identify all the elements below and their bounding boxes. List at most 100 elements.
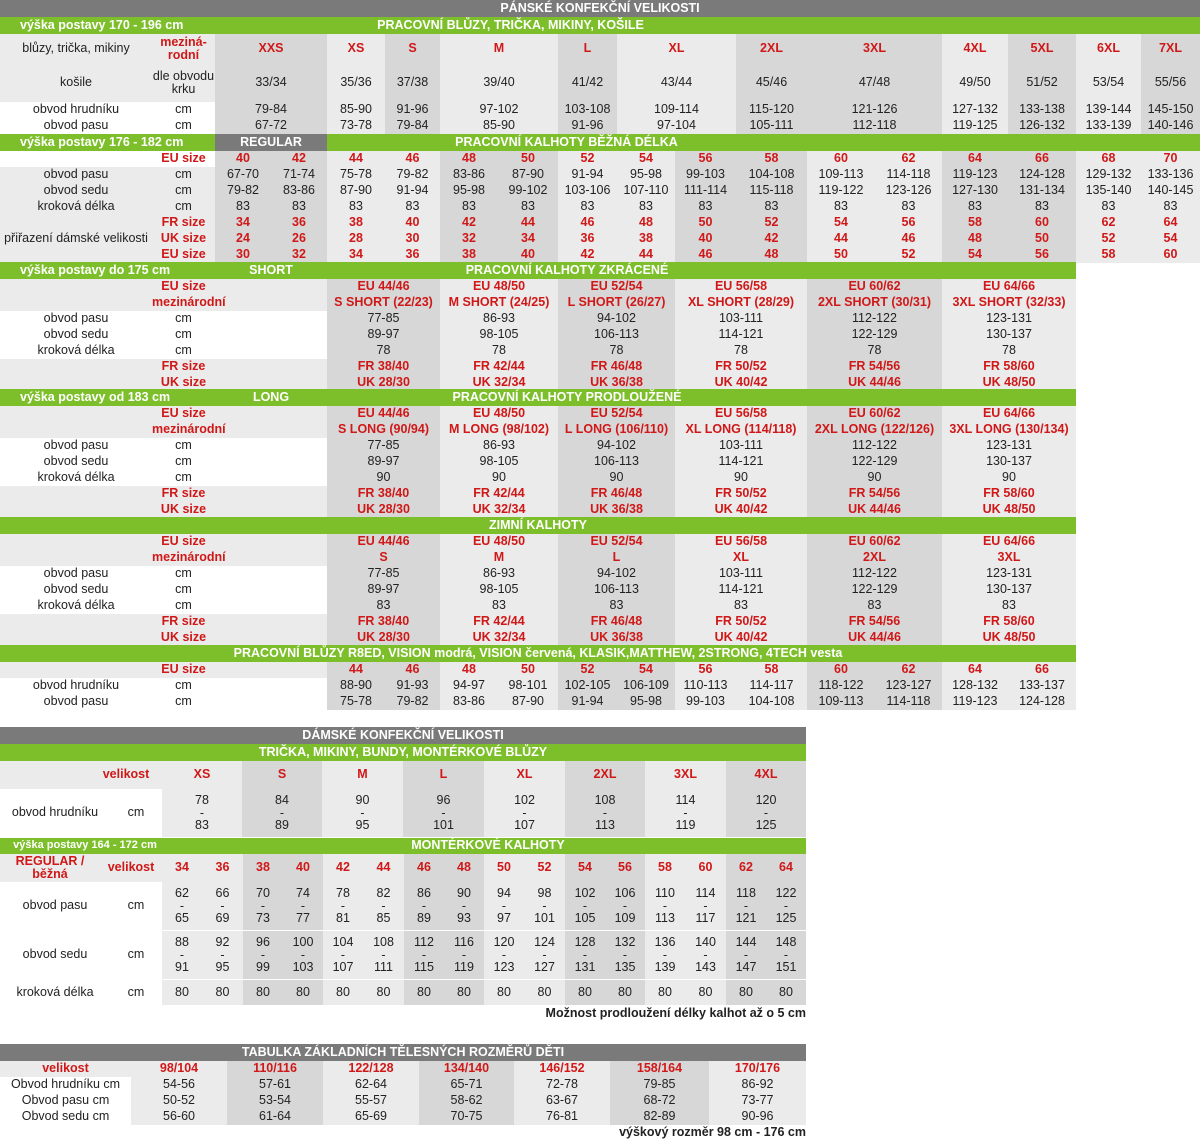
value-cell: 76-81 (514, 1109, 610, 1125)
value-cell: 123-127 (875, 678, 942, 694)
value-cell: 102-105 (558, 678, 617, 694)
value-part: - (743, 898, 749, 913)
green-bar (806, 17, 1200, 34)
value-part: 125 (775, 911, 797, 926)
value-part: 135 (614, 960, 636, 975)
value-cell: 54 (807, 215, 875, 231)
value-cell: 56 (875, 215, 942, 231)
value-part: 99 (256, 960, 270, 975)
value-part: - (179, 898, 185, 913)
value-cell: 83-86 (440, 694, 498, 710)
value-cell: 54 (1141, 231, 1200, 247)
size-header: 6XL (1076, 34, 1141, 64)
fit-label: LONG (252, 389, 290, 404)
green-bar (0, 517, 1076, 534)
size-header: EU 56/58 (675, 279, 807, 295)
value-part: 119 (454, 960, 474, 975)
collar-value: 41/42 (558, 64, 617, 102)
intl-label: mezinárodní (152, 295, 226, 310)
section-title: ZIMNÍ KALHOTY (489, 517, 587, 532)
size-header: EU 52/54 (558, 534, 675, 550)
value-part: - (522, 805, 527, 820)
section-title: PRACOVNÍ BLŮZY, TRIČKA, MIKINY, KOŠILE (377, 17, 644, 32)
size-header: 68 (1076, 151, 1141, 167)
row-label: obvod pasu (43, 694, 109, 709)
value-part: 113 (595, 818, 615, 833)
value-cell: 122-129 (807, 327, 942, 343)
value-cell: 133-138 (1008, 102, 1076, 118)
intl-size: L SHORT (26/27) (558, 295, 675, 311)
value-cell: 106-113 (558, 454, 675, 470)
value-cell: 38 (327, 215, 385, 231)
value-part: 144 (735, 935, 757, 950)
size-header: 60 (685, 854, 726, 882)
value-cell: 50 (807, 247, 875, 263)
value-part: 107 (332, 960, 354, 975)
value-cell: FR 42/44 (440, 614, 558, 630)
green-bar (0, 838, 806, 854)
value-cell: 122-129 (807, 582, 942, 598)
range-cell: 92-95 (202, 931, 243, 979)
unit-label: cm (127, 984, 145, 999)
row-label: Obvod pasu cm (21, 1093, 110, 1108)
size-header: EU 56/58 (675, 406, 807, 422)
blank-cell (0, 295, 327, 311)
value-cell: 83 (558, 199, 617, 215)
value-cell: FR 46/48 (558, 614, 675, 630)
value-part: - (461, 898, 467, 913)
value-cell: 34 (498, 231, 558, 247)
value-cell: 89-97 (327, 454, 440, 470)
value-cell: 48 (736, 247, 807, 263)
value-cell: 73-77 (709, 1093, 806, 1109)
row-label: obvod sedu (43, 327, 109, 342)
size-header: 52 (558, 662, 617, 678)
value-cell: 80 (524, 980, 565, 1005)
value-part: 120 (493, 935, 515, 950)
value-cell: 83 (1141, 199, 1200, 215)
value-cell: 114-121 (675, 582, 807, 598)
size-header: 44 (363, 854, 404, 882)
size-header: XL (484, 761, 565, 789)
unit-label: cm (175, 678, 192, 693)
section-title: PRACOVNÍ BLŮZY R8ED, VISION modrá, VISIO… (233, 645, 843, 660)
range-cell: 90-95 (322, 789, 403, 837)
value-part: 96 (436, 793, 451, 808)
size-header: 56 (675, 662, 736, 678)
eu-label: EU size (161, 279, 206, 294)
value-part: 81 (336, 911, 350, 926)
size-header: 46 (385, 662, 440, 678)
collar-value: 37/38 (385, 64, 440, 102)
value-part: 88 (175, 935, 189, 950)
value-part: 85 (376, 911, 391, 926)
value-cell: 89-97 (327, 327, 440, 343)
section-title: PRACOVNÍ KALHOTY ZKRÁCENÉ (465, 262, 669, 277)
size-header: 50 (484, 854, 524, 882)
size-header: 54 (565, 854, 605, 882)
size-header: 60 (807, 662, 875, 678)
value-part: 114 (675, 793, 696, 808)
value-cell: 83 (440, 199, 498, 215)
value-cell: 50-52 (131, 1093, 227, 1109)
value-cell: 133-137 (1008, 678, 1076, 694)
value-cell: FR 54/56 (807, 486, 942, 502)
value-cell: 42 (558, 247, 617, 263)
value-cell: 52 (1076, 231, 1141, 247)
blank-cell (0, 486, 327, 502)
row-label: Obvod sedu cm (21, 1109, 110, 1124)
value-part: 121 (735, 911, 757, 926)
size-header: S (385, 34, 440, 64)
value-cell: 83 (942, 199, 1008, 215)
unit-label: cm (152, 167, 215, 183)
value-cell: UK 32/34 (440, 630, 558, 646)
value-cell: 80 (323, 980, 363, 1005)
value-part: - (381, 947, 386, 962)
value-part: - (662, 947, 668, 962)
range-cell: 108-113 (565, 789, 645, 837)
value-part: - (703, 947, 708, 962)
value-cell: 133-136 (1141, 167, 1200, 183)
row-label: kroková délka (0, 199, 152, 215)
value-part: - (220, 947, 225, 962)
value-cell: UK 48/50 (942, 502, 1076, 518)
value-cell: UK 32/34 (440, 502, 558, 518)
value-cell: 119-122 (807, 183, 875, 199)
